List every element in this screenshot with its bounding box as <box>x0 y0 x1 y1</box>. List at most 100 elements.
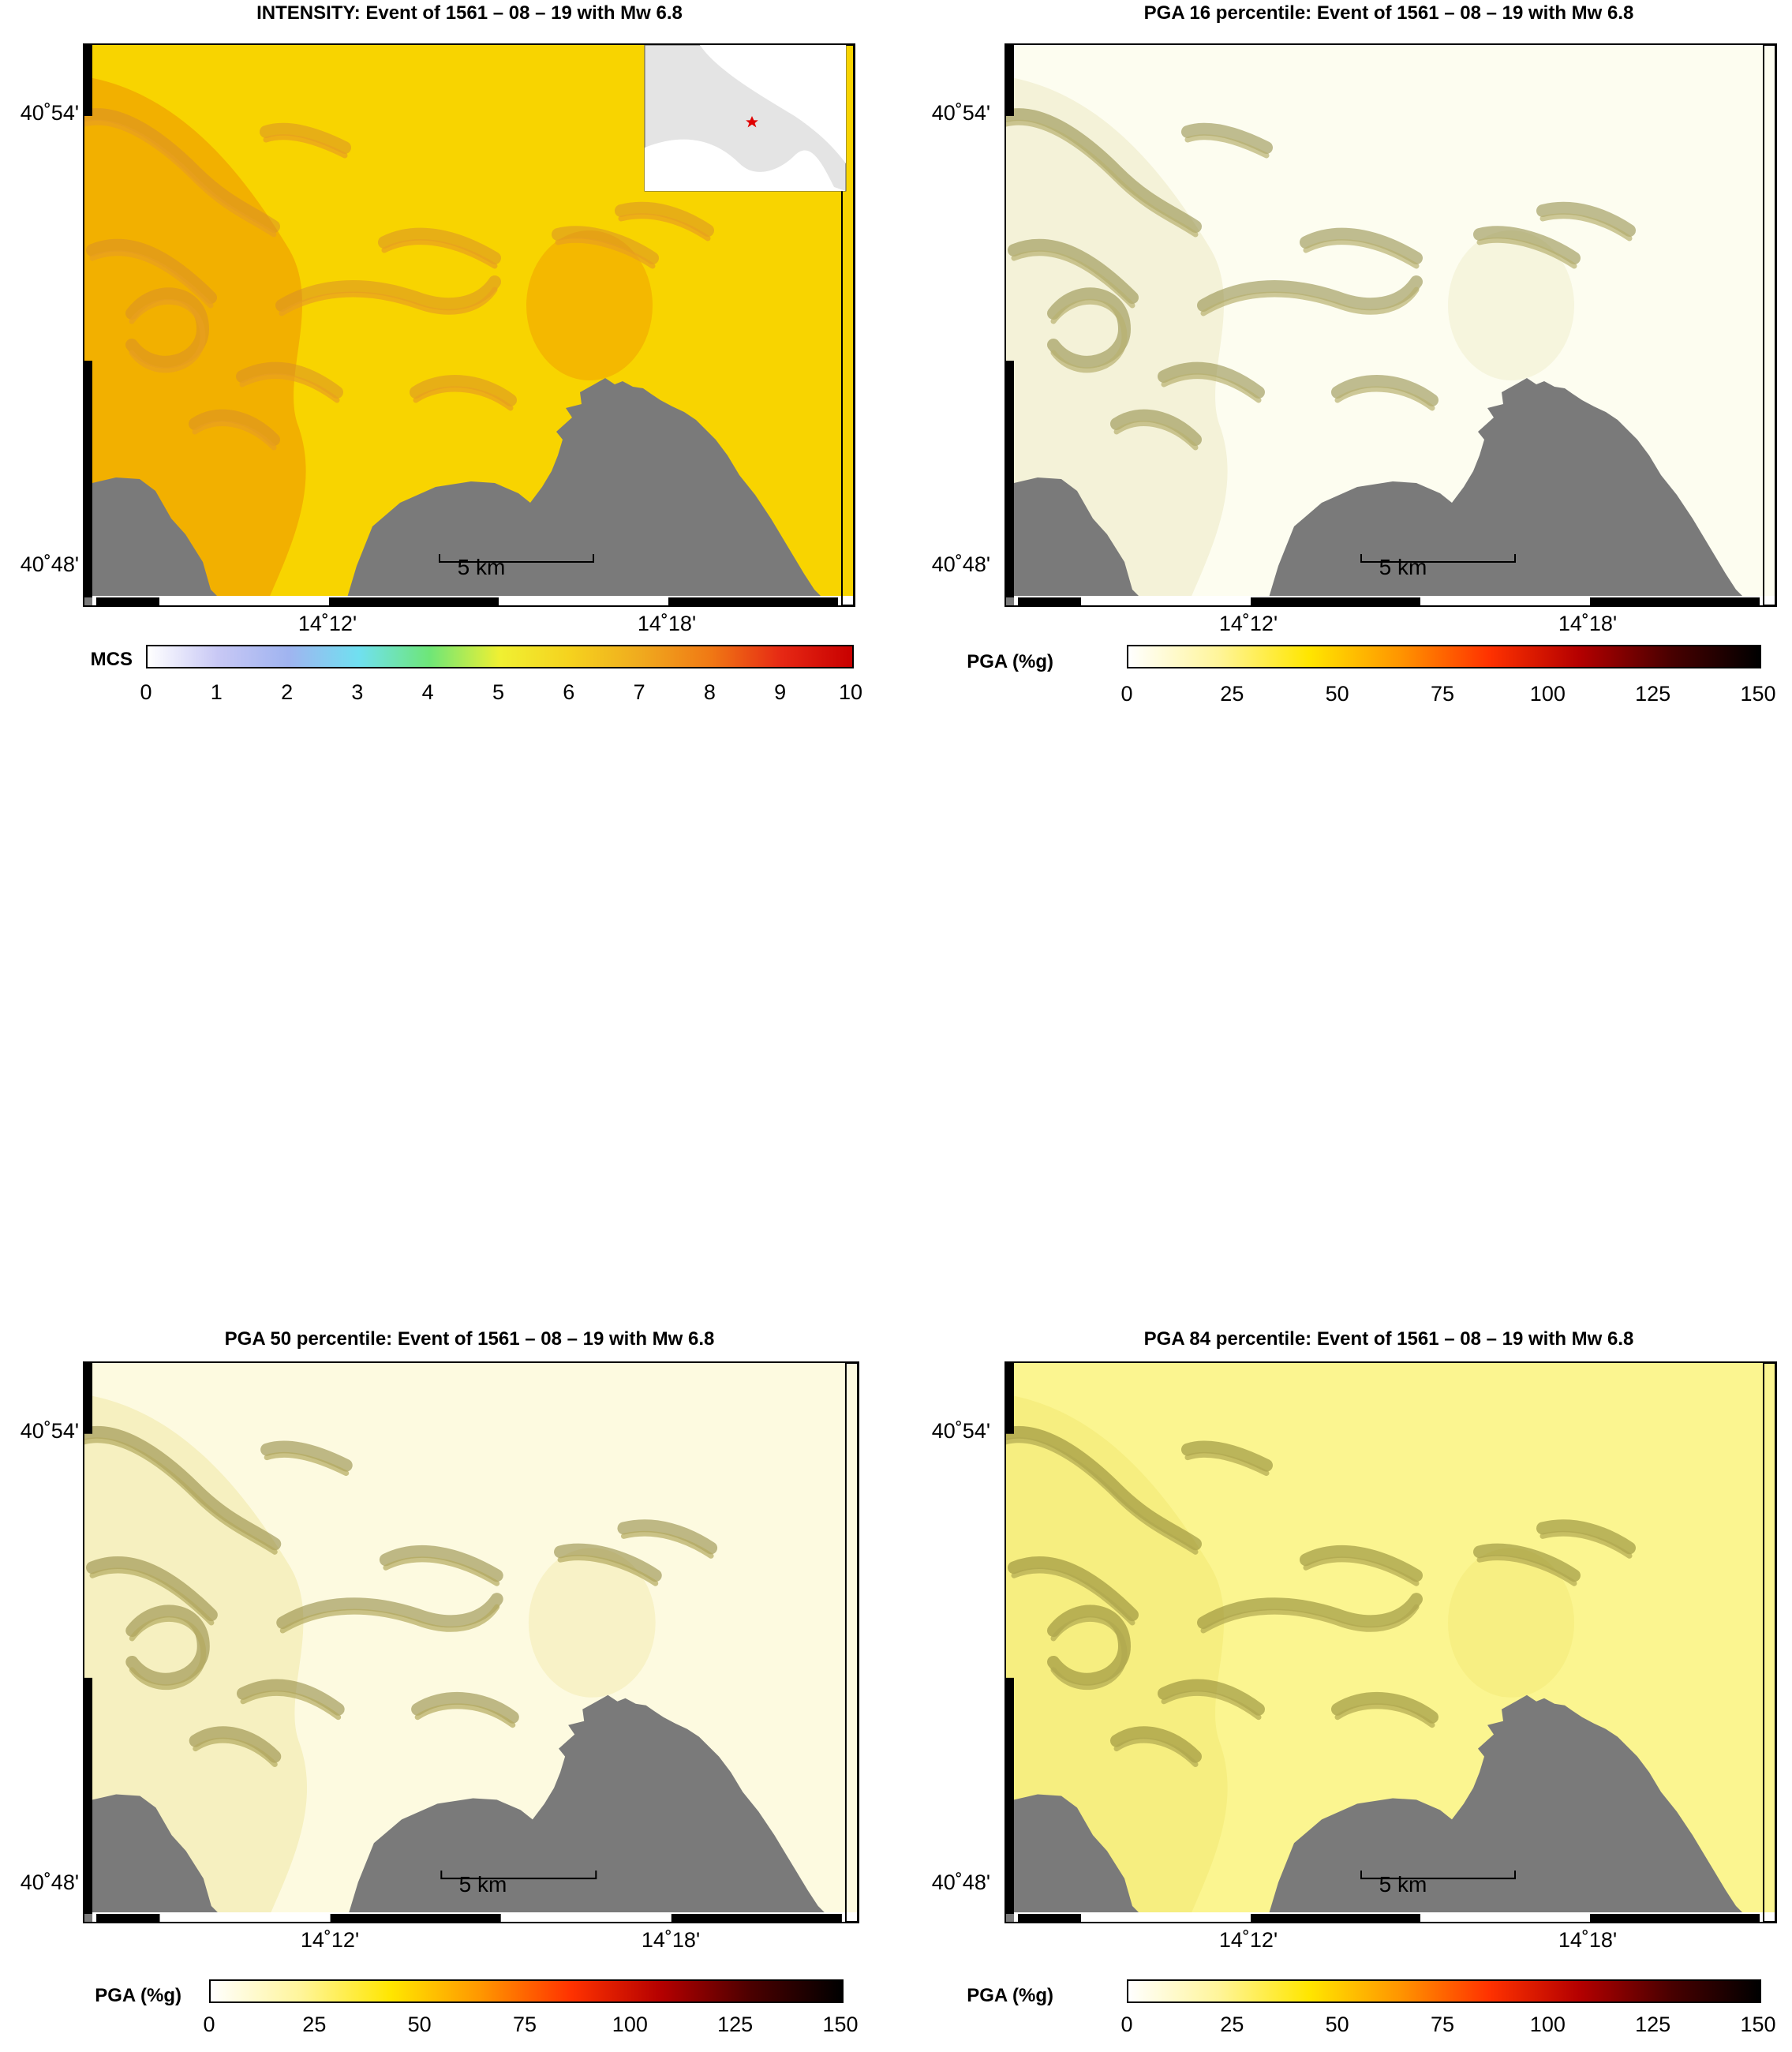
frame-bottom-segment <box>329 597 499 605</box>
relief-shadow <box>1334 386 1435 411</box>
shaded-relief-map <box>1006 45 1775 605</box>
relief-ridge <box>1536 1519 1636 1555</box>
relief-shadow <box>240 1690 342 1721</box>
relief-ridge <box>617 1519 718 1555</box>
relief-shadow <box>1200 286 1420 316</box>
inset-sea <box>700 45 846 163</box>
relief-shadow <box>1303 1556 1420 1586</box>
relief-shadow <box>1011 250 1135 309</box>
relief-shadow <box>1161 373 1262 403</box>
relief-shadow <box>620 1530 714 1559</box>
relief-shadow <box>84 119 277 238</box>
colorbar-tick-label: 0 <box>1120 682 1133 706</box>
colorbar-tick-label: 100 <box>1529 682 1566 706</box>
colorbar-tick-label: 150 <box>822 2013 859 2036</box>
relief-shadow <box>192 421 277 451</box>
lon-label-west: 14˚12' <box>300 1928 360 1952</box>
relief-ridge <box>236 361 343 399</box>
colorbar-tick-label: 7 <box>633 680 645 704</box>
frame-bottom-segment <box>1590 597 1760 605</box>
colorbar-tick-label: 9 <box>774 680 787 704</box>
relief-shadow <box>1006 1437 1199 1555</box>
colorbar-tick-label: 0 <box>203 2013 215 2036</box>
relief-ridge <box>1536 201 1636 237</box>
relief-ridge <box>615 201 714 237</box>
relief-ridge <box>86 238 217 304</box>
frame-bottom-segment <box>330 1914 501 1922</box>
relief-shadow <box>279 1604 500 1634</box>
relief-shadow <box>555 237 656 269</box>
relief-shadow <box>1303 239 1420 269</box>
scale-bar <box>1360 1870 1516 1880</box>
relief-shadow <box>1006 119 1199 238</box>
relief-ridge <box>1181 122 1273 154</box>
colorbar-tick-label: 75 <box>1430 682 1455 706</box>
relief-ridge <box>260 122 351 154</box>
colorbar-tick-label: 8 <box>703 680 716 704</box>
lat-label-south: 40˚48' <box>20 1870 79 1894</box>
colorbar-tick-label: 6 <box>563 680 575 704</box>
relief-shadow <box>383 1556 500 1586</box>
scale-bar-label: 5 km <box>458 1872 507 1897</box>
colorbar-unit: PGA (%g) <box>95 1985 181 2006</box>
vesuvius-zone <box>1448 230 1574 380</box>
relief-ridge <box>260 1440 353 1472</box>
colorbar-tick-label: 100 <box>1529 2013 1566 2036</box>
relief-ridge <box>189 409 280 446</box>
sea-area <box>1006 477 1140 605</box>
shaded-relief-map <box>1006 1363 1775 1922</box>
map-pga50 <box>83 1361 859 1923</box>
frame-bottom-segment <box>96 1914 160 1922</box>
relief-shadow <box>239 373 340 403</box>
colorbar-tick-label: 25 <box>1220 682 1244 706</box>
frame-left-segment <box>1006 1363 1014 1434</box>
panel-title: PGA 16 percentile: Event of 1561 – 08 – … <box>1143 2 1634 24</box>
colorbar <box>209 1979 844 2003</box>
relief-ridge <box>1158 1679 1265 1716</box>
relief-ridge <box>411 1691 519 1724</box>
scale-bar <box>1360 554 1516 563</box>
lat-label-north: 40˚54' <box>931 1419 990 1443</box>
map-pga16 <box>1004 43 1777 607</box>
frame-left-segment <box>84 361 92 597</box>
colorbar-tick-label: 10 <box>838 680 863 704</box>
lat-label-north: 40˚54' <box>20 1419 79 1443</box>
shaded-relief-map <box>84 45 854 605</box>
colorbar <box>1127 1979 1761 2003</box>
frame-right <box>841 45 854 605</box>
frame-bottom-segment <box>668 597 838 605</box>
relief-ridge <box>1110 409 1202 446</box>
relief-ridge <box>1197 1593 1423 1630</box>
colorbar-tick-label: 50 <box>1325 682 1349 706</box>
relief-ridge <box>552 226 659 264</box>
colorbar-tick-label: 50 <box>407 2013 432 2036</box>
frame-bottom-segment <box>1251 597 1420 605</box>
lon-label-west: 14˚12' <box>297 612 357 635</box>
frame-left-segment <box>1006 361 1014 597</box>
relief-ridge <box>189 1726 282 1763</box>
relief-ridge <box>1300 227 1423 264</box>
relief-shadow <box>89 250 214 309</box>
scale-bar-label: 5 km <box>1379 555 1427 579</box>
relief-ridge <box>378 227 501 264</box>
frame-right <box>844 1363 858 1922</box>
colorbar-tick-label: 75 <box>1430 2013 1455 2036</box>
panel-intensity: INTENSITY: Event of 1561 – 08 – 19 with … <box>0 0 892 726</box>
shaded-relief-map <box>84 1363 858 1922</box>
frame-left-segment <box>84 1677 93 1915</box>
relief-shadow <box>1113 421 1199 451</box>
lon-label-west: 14˚12' <box>1218 612 1278 635</box>
relief-shadow <box>1113 1737 1199 1768</box>
scale-bar-label: 5 km <box>1379 1872 1427 1897</box>
colorbar <box>1127 645 1761 668</box>
colorbar-tick-label: 150 <box>1740 682 1776 706</box>
scale-bar <box>439 554 594 563</box>
relief-ridge <box>1473 226 1581 264</box>
relief-shadow <box>1200 1604 1420 1634</box>
colorbar-tick-label: 100 <box>612 2013 648 2036</box>
colorbar-tick-label: 0 <box>1120 2013 1133 2036</box>
relief-ridge <box>554 1543 662 1582</box>
lat-label-south: 40˚48' <box>931 552 990 576</box>
relief-ridge <box>1473 1543 1581 1582</box>
relief-ridge <box>86 1556 218 1622</box>
